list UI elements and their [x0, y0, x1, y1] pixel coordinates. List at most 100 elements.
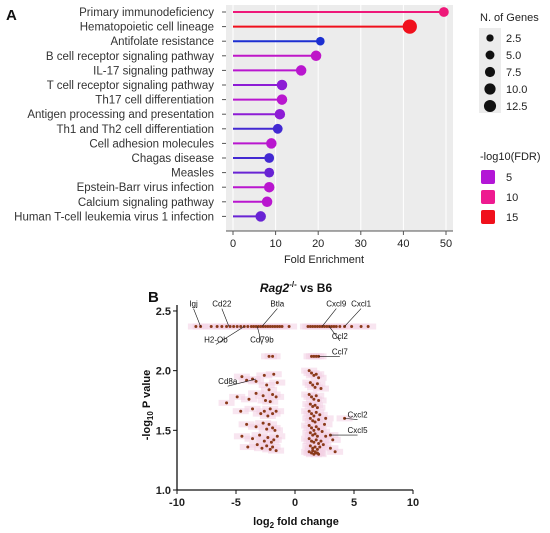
data-point: [317, 398, 321, 402]
legend-size-entries: 2.5 5.0 7.5 10.0 12.5: [483, 33, 527, 113]
data-point: [254, 379, 258, 383]
data-point: [240, 434, 244, 438]
annotation-label: Cxcl2: [348, 411, 369, 420]
data-point: [272, 372, 276, 376]
panel-b-ylabel-pre: -log: [141, 420, 153, 440]
panel-b-x-axis-label: log2 fold change: [253, 516, 339, 530]
data-point: [328, 446, 332, 450]
data-point: [307, 450, 311, 454]
data-point: [251, 407, 255, 411]
data-point: [323, 324, 326, 328]
legend-size-dot: [486, 34, 494, 42]
legend-size-label: 7.5: [506, 67, 521, 79]
data-point: [312, 452, 316, 456]
data-point: [312, 397, 316, 401]
data-point: [271, 324, 275, 328]
annotation-leader: [227, 378, 257, 387]
data-point: [275, 434, 279, 438]
data-point: [318, 445, 322, 449]
legend-size-label: 10.0: [506, 84, 527, 96]
data-point: [317, 441, 321, 445]
data-point: [268, 407, 272, 411]
data-point: [307, 393, 311, 397]
legend-size-dot: [484, 83, 496, 95]
data-point: [254, 324, 258, 328]
data-point: [310, 354, 314, 358]
data-point: [310, 439, 314, 443]
data-point: [259, 324, 263, 328]
data-point: [262, 373, 266, 377]
data-point: [314, 394, 318, 398]
data-point: [265, 383, 269, 387]
annotation-leader: [221, 308, 230, 327]
lollipop-dot: [276, 94, 288, 105]
panel-b-title-gene: Rag2: [260, 281, 290, 295]
data-point: [307, 424, 311, 428]
legend-color-swatch: [481, 190, 495, 204]
panel-b-y-tick-label: 1.5: [156, 425, 171, 437]
data-point: [264, 398, 267, 402]
data-point: [225, 401, 229, 405]
data-point: [272, 438, 276, 442]
data-point: [331, 438, 335, 442]
data-point: [254, 425, 258, 429]
data-point: [313, 450, 317, 454]
data-point: [311, 419, 315, 423]
lollipop-dot: [263, 181, 275, 193]
legend-color-swatch: [481, 170, 495, 184]
data-point: [366, 324, 370, 328]
data-point: [194, 324, 198, 328]
data-point: [314, 438, 318, 442]
data-point: [330, 324, 334, 328]
data-point: [315, 447, 319, 451]
panel-b-title-sup: -/-: [289, 280, 297, 289]
data-point: [239, 409, 243, 413]
data-point: [312, 354, 316, 358]
data-point: [262, 409, 266, 413]
data-point: [314, 372, 318, 376]
category-label: Antifolate resistance: [110, 36, 214, 48]
panel-a-plot-background: [226, 5, 453, 231]
data-point: [338, 324, 342, 328]
data-point: [311, 449, 315, 453]
category-label: Th17 cell differentiation: [95, 95, 214, 107]
panel-b-x-tick-label: 0: [292, 497, 298, 509]
annotation-label: Igj: [189, 300, 198, 309]
data-point: [247, 397, 251, 401]
panel-b-x-tick-label: -5: [231, 497, 241, 509]
lollipop-dot: [295, 65, 307, 76]
annotation-label: H2-Ob: [204, 335, 228, 344]
data-point: [261, 394, 265, 398]
panel-a-x-tick-label: 40: [397, 238, 409, 250]
data-point: [315, 406, 319, 410]
data-point: [317, 418, 321, 422]
data-point: [313, 324, 317, 328]
data-point: [280, 324, 284, 328]
data-point: [271, 412, 275, 416]
legend-color-title: -log10(FDR): [480, 151, 541, 163]
data-point: [268, 400, 272, 404]
lollipop-dot: [255, 211, 266, 222]
data-point: [274, 449, 278, 453]
data-point: [220, 324, 224, 328]
data-point: [287, 324, 291, 328]
lollipop-dot: [274, 108, 286, 120]
panel-b-x-tick-label: 10: [407, 497, 419, 509]
panel-a-x-axis: 0 10 20 30 40 50: [222, 11, 453, 250]
data-point: [240, 375, 244, 379]
data-point: [269, 440, 273, 444]
panel-b-xlabel-rest: fold change: [274, 516, 339, 528]
data-point: [215, 324, 219, 328]
data-point: [268, 447, 272, 451]
data-point: [308, 416, 312, 420]
annotation-leader: [321, 308, 337, 327]
category-label: B cell receptor signaling pathway: [46, 51, 214, 63]
panel-b-xlabel-main: log: [253, 516, 270, 528]
data-point: [312, 414, 316, 418]
data-point: [235, 395, 239, 399]
data-point: [313, 385, 317, 389]
annotation-leader: [215, 326, 245, 345]
data-point: [313, 432, 317, 436]
data-point: [332, 324, 336, 328]
